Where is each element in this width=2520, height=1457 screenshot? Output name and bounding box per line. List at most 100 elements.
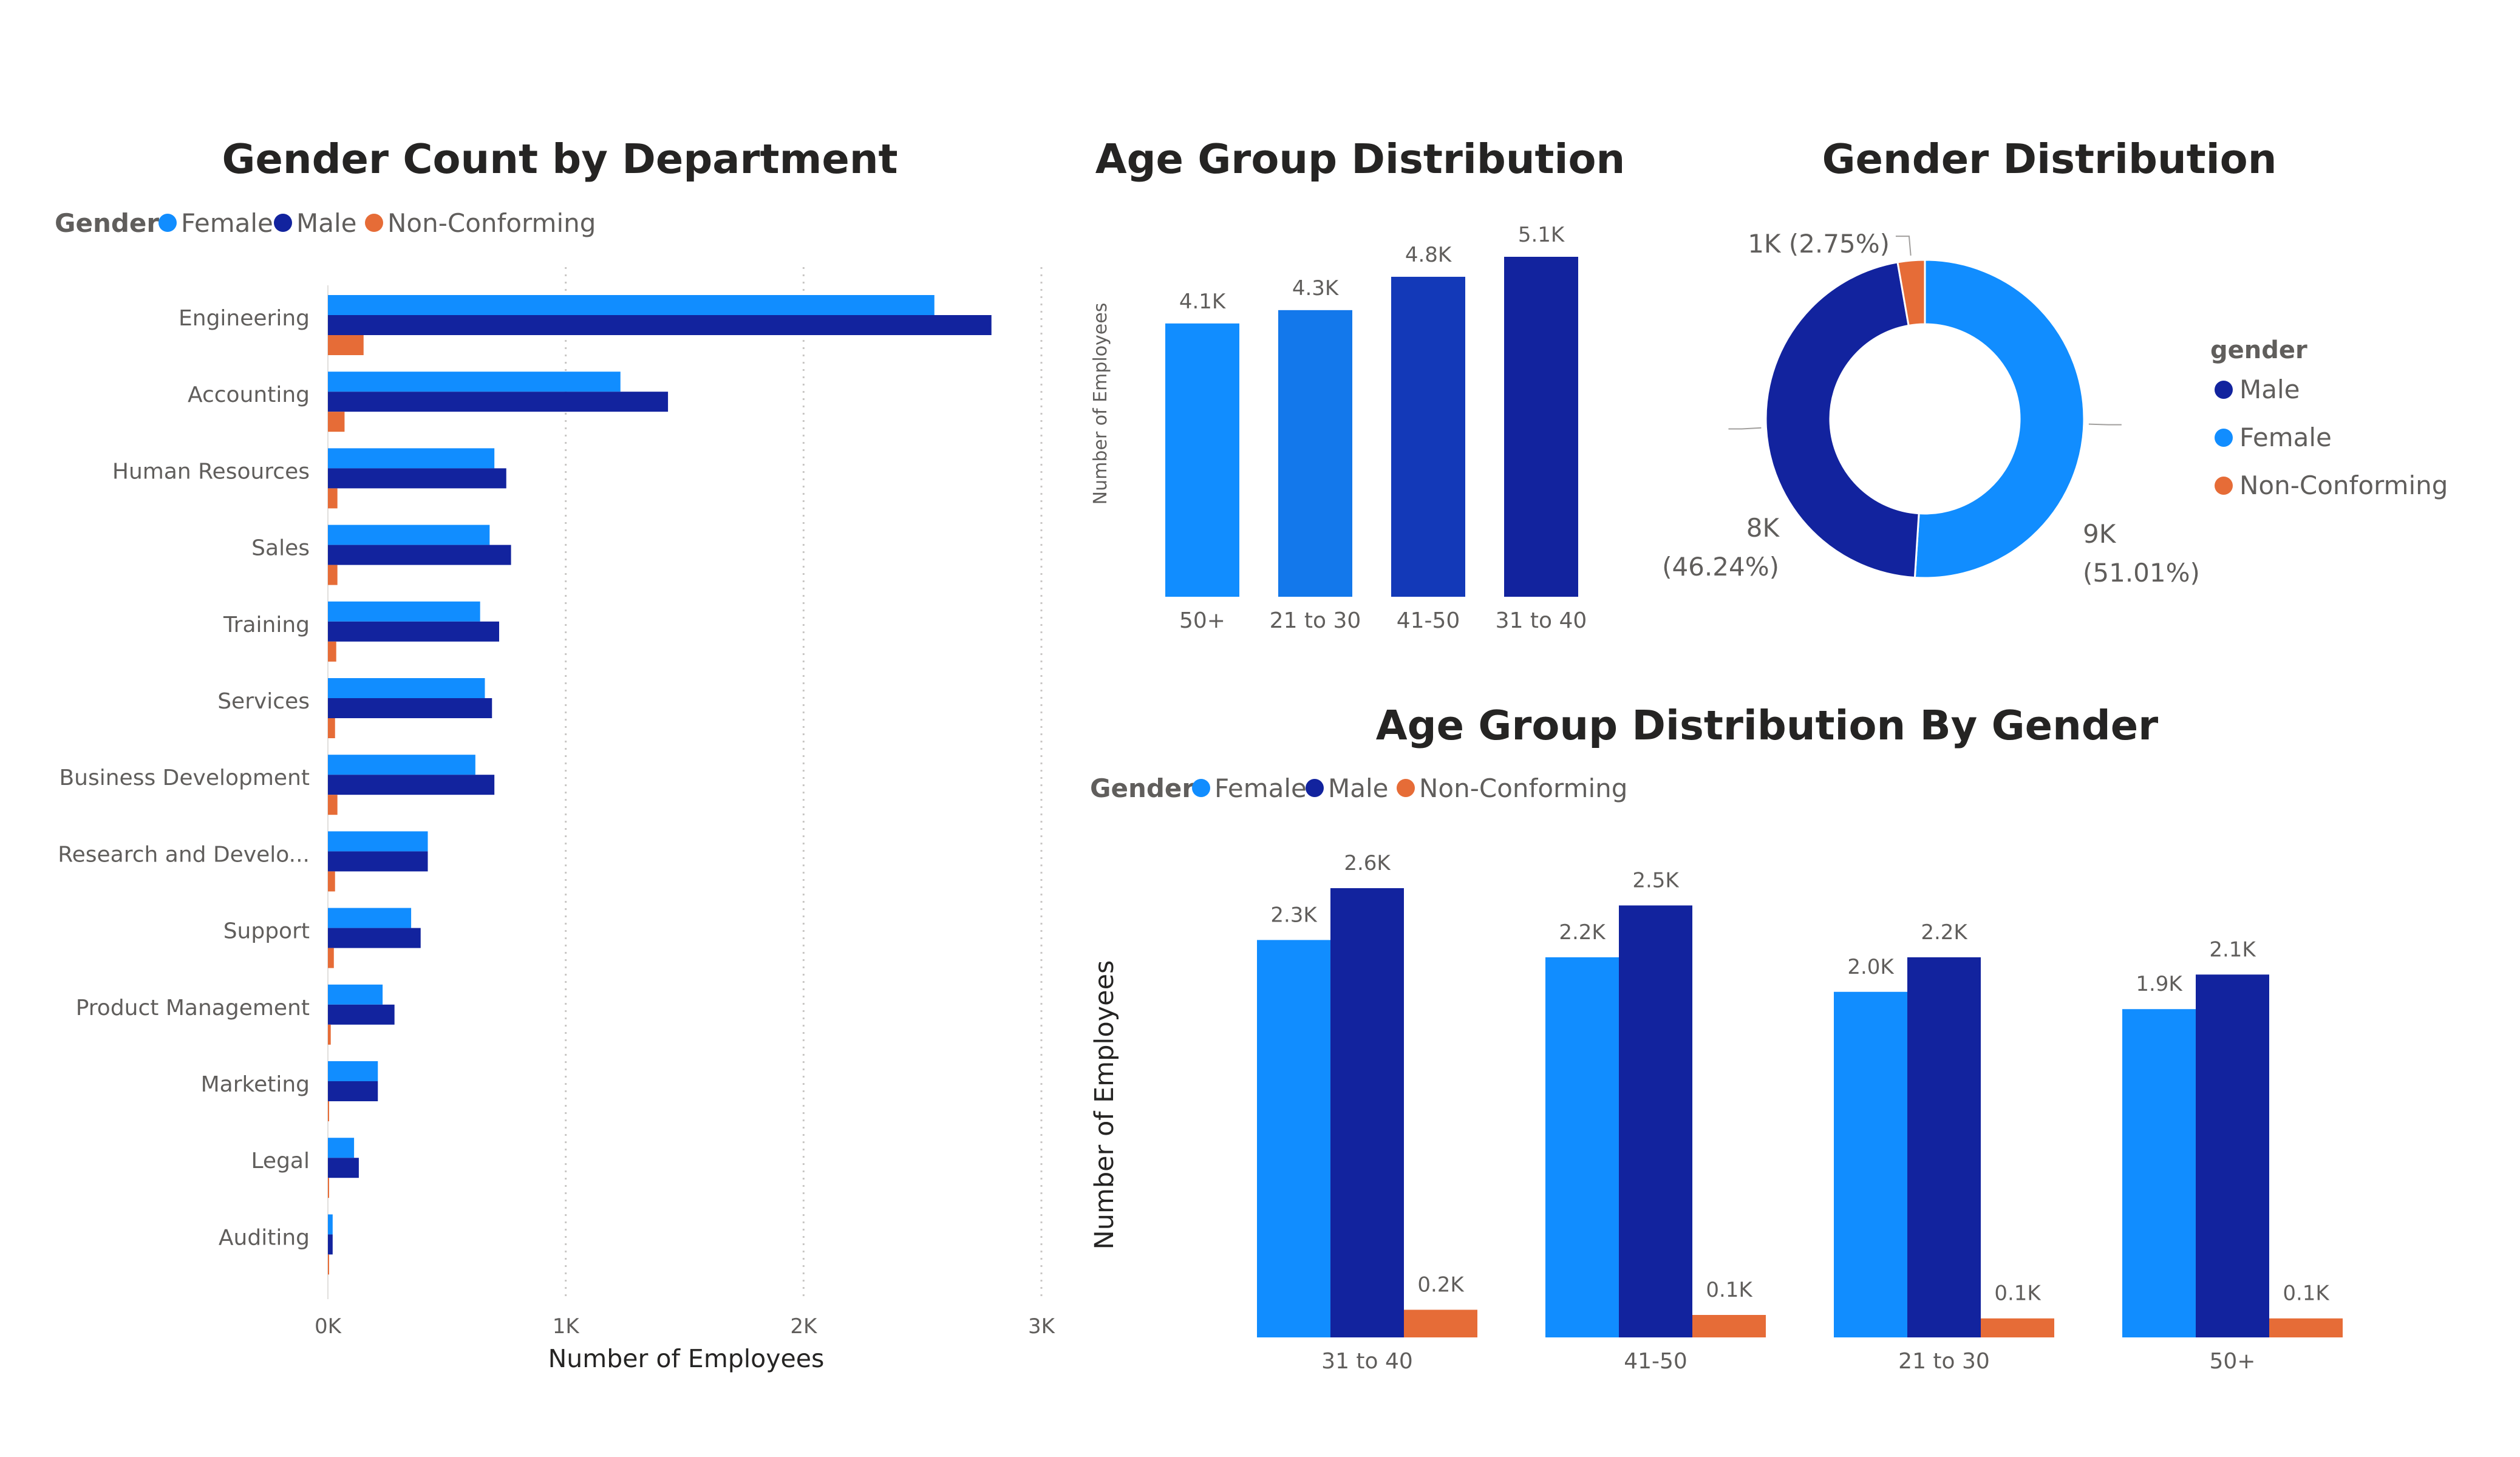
dept-bar-non-conforming[interactable] [328, 1101, 329, 1121]
age-gender-bar-non-conforming[interactable] [1692, 1315, 1766, 1337]
age-bar[interactable] [1391, 276, 1465, 597]
dept-bar-female[interactable] [328, 601, 480, 622]
dept-bar-female[interactable] [328, 984, 383, 1005]
age-gender-bar-non-conforming[interactable] [1404, 1309, 1477, 1337]
dept-bar-male[interactable] [328, 1004, 395, 1025]
age-gender-bar-female[interactable] [1257, 940, 1330, 1337]
dept-bar-female[interactable] [328, 448, 495, 469]
dept-x-tick-label: 3K [1028, 1314, 1056, 1339]
dept-bar-male[interactable] [328, 1158, 359, 1178]
dept-bar-male[interactable] [328, 851, 428, 872]
dept-bar-female[interactable] [328, 1061, 378, 1081]
dept-bars[interactable] [328, 295, 992, 1275]
dept-bar-female[interactable] [328, 1138, 355, 1158]
dept-category-label: Services [217, 689, 310, 714]
dept-bar-male[interactable] [328, 315, 992, 335]
dept-legend-nonconforming-marker [365, 214, 383, 232]
dept-bar-female[interactable] [328, 678, 485, 698]
age-gender-legend-male-marker [1306, 779, 1324, 797]
donut-legend-nonconforming[interactable]: Non-Conforming [2239, 470, 2448, 500]
age-gender-legend-nonconforming[interactable]: Non-Conforming [1419, 773, 1627, 803]
age-bar-data-label: 5.1K [1518, 223, 1565, 247]
age-bar[interactable] [1278, 310, 1352, 597]
age-gender-y-axis-title: Number of Employees [1089, 960, 1120, 1250]
donut-data-label-percent: (51.01%) [2083, 558, 2200, 588]
dept-bar-non-conforming[interactable] [328, 641, 336, 662]
age-gender-category-label: 21 to 30 [1898, 1349, 1990, 1374]
age-gender-bars[interactable]: 2.3K 2.6K 0.2K 31 to 40 2.2K 2.5K 0.1K 41-50 2.0… [1257, 851, 2343, 1374]
age-gender-bar-male[interactable] [1907, 957, 1981, 1337]
dept-bar-non-conforming[interactable] [328, 718, 335, 738]
dept-bar-male[interactable] [328, 468, 506, 489]
dept-bar-male[interactable] [328, 545, 511, 565]
dept-bar-non-conforming[interactable] [328, 1254, 329, 1275]
dept-legend-male[interactable]: Male [296, 208, 356, 238]
dept-category-label: Human Resources [112, 459, 310, 484]
age-bar[interactable] [1165, 323, 1239, 597]
age-gender-bar-male[interactable] [1330, 888, 1404, 1337]
dept-bar-female[interactable] [328, 1214, 333, 1235]
dept-bar-female[interactable] [328, 372, 621, 392]
age-gender-bar-female[interactable] [1834, 991, 1907, 1337]
dept-bar-non-conforming[interactable] [328, 948, 334, 968]
dept-bar-female[interactable] [328, 525, 490, 545]
dept-bar-female[interactable] [328, 908, 412, 928]
age-gender-data-label: 0.2K [1417, 1272, 1465, 1297]
dept-bar-female[interactable] [328, 295, 935, 315]
dept-bar-non-conforming[interactable] [328, 412, 345, 432]
dept-chart-title: Gender Count by Department [222, 135, 897, 183]
dept-bar-male[interactable] [328, 392, 669, 412]
dept-legend-title: Gender [55, 208, 159, 238]
donut-legend-female[interactable]: Female [2239, 423, 2332, 452]
dept-bar-non-conforming[interactable] [328, 871, 335, 892]
age-gender-legend-female[interactable]: Female [1214, 773, 1307, 803]
dept-bar-non-conforming[interactable] [328, 488, 338, 509]
dept-bar-non-conforming[interactable] [328, 1024, 331, 1045]
dept-bar-female[interactable] [328, 831, 428, 852]
age-bar-data-label: 4.8K [1405, 243, 1452, 267]
age-category-label: 50+ [1179, 608, 1225, 633]
dept-bar-female[interactable] [328, 755, 475, 775]
donut-slice-male[interactable] [1913, 259, 2085, 579]
dept-legend-nonconforming[interactable]: Non-Conforming [387, 208, 596, 238]
age-gender-bar-female[interactable] [2122, 1009, 2196, 1337]
donut-leader-line [2088, 423, 2122, 426]
gender-donut[interactable]: 9K (51.01%) 8K (46.24%) 1K (2.75%) [1662, 229, 2200, 588]
donut-legend-title: gender [2210, 336, 2307, 364]
donut-slice-non-conforming[interactable] [1896, 259, 1926, 327]
donut-legend-male-marker [2215, 381, 2233, 399]
age-bar[interactable] [1504, 257, 1578, 597]
dept-bar-non-conforming[interactable] [328, 335, 364, 355]
age-gender-category-label: 31 to 40 [1321, 1349, 1413, 1374]
gender-donut-chart: Gender Distribution 9K (51.01%) 8K (46.24%)… [1662, 135, 2448, 588]
dept-bar-male[interactable] [328, 698, 492, 718]
dept-legend-female[interactable]: Female [181, 208, 273, 238]
dept-bar-male[interactable] [328, 621, 499, 642]
dept-bar-male[interactable] [328, 1234, 333, 1255]
age-gender-bar-male[interactable] [1619, 905, 1692, 1337]
dept-bar-non-conforming[interactable] [328, 795, 338, 815]
dept-bar-male[interactable] [328, 928, 421, 948]
age-gender-bar-non-conforming[interactable] [1981, 1318, 2054, 1337]
dept-bar-male[interactable] [328, 1081, 378, 1101]
age-gender-bar-male[interactable] [2196, 974, 2269, 1337]
donut-legend[interactable]: gender Male Female Non-Conforming [2210, 336, 2448, 500]
age-bars[interactable]: 4.1K 50+ 4.3K 21 to 30 4.8K 41-50 5.1K 31 to 40 [1165, 223, 1587, 633]
dept-bar-male[interactable] [328, 775, 495, 795]
age-gender-legend-male[interactable]: Male [1328, 773, 1388, 803]
dept-category-label: Sales [251, 536, 310, 561]
age-gender-bar-female[interactable] [1545, 957, 1619, 1337]
dept-legend[interactable]: Gender Female Male Non-Conforming [55, 208, 596, 238]
dept-bar-non-conforming[interactable] [328, 1178, 329, 1198]
age-y-axis-title: Number of Employees [1090, 303, 1111, 505]
age-gender-data-label: 0.1K [2283, 1282, 2330, 1306]
dept-category-label: Product Management [76, 996, 310, 1021]
age-gender-bar-non-conforming[interactable] [2269, 1318, 2343, 1337]
dept-bar-non-conforming[interactable] [328, 565, 338, 585]
donut-legend-male[interactable]: Male [2239, 375, 2300, 404]
dept-category-labels: Engineering Accounting Human Resources Sale… [58, 306, 310, 1250]
donut-slice-female[interactable] [1765, 261, 1920, 579]
age-gender-legend[interactable]: Gender Female Male Non-Conforming [1090, 773, 1627, 803]
